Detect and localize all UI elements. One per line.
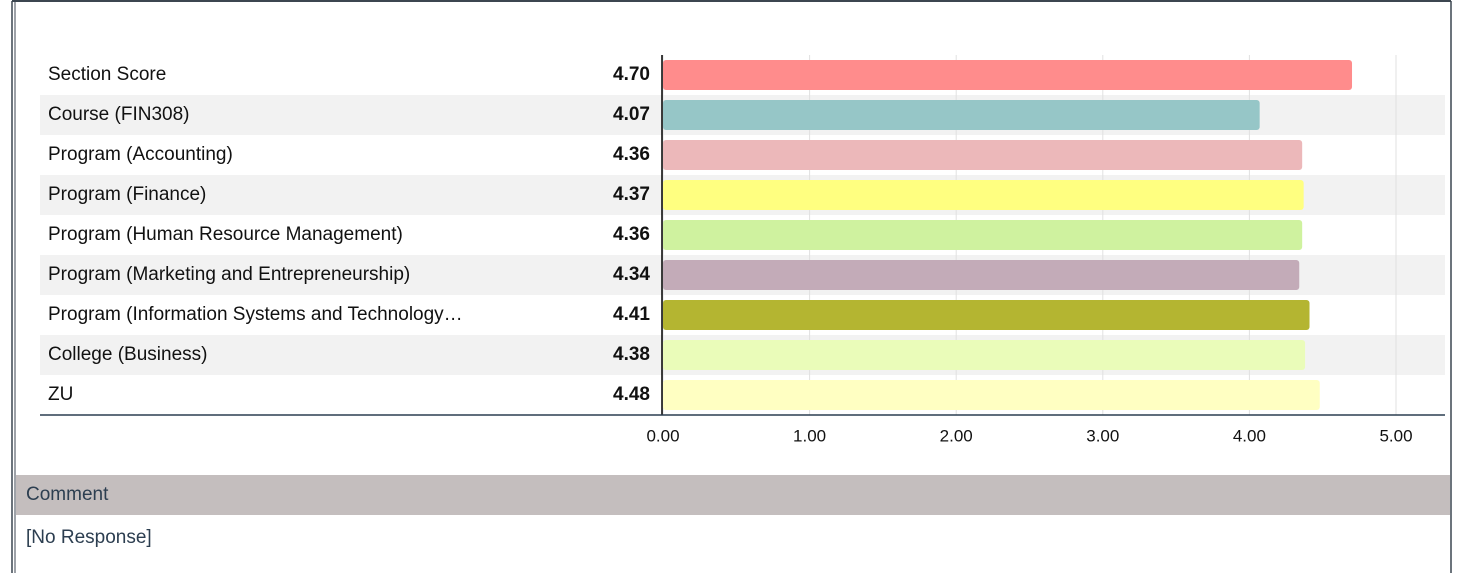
category-label: Program (Finance) xyxy=(48,184,206,205)
comment-title: Comment xyxy=(26,484,109,505)
comment-header xyxy=(16,475,1450,515)
x-tick-label: 1.00 xyxy=(793,426,826,445)
category-label: ZU xyxy=(48,384,73,405)
bar xyxy=(663,180,1304,210)
comment-text: [No Response] xyxy=(26,527,152,548)
bar xyxy=(663,300,1310,330)
value-label: 4.07 xyxy=(613,104,650,125)
bar xyxy=(663,220,1303,250)
x-tick-label: 3.00 xyxy=(1086,426,1119,445)
category-label: Course (FIN308) xyxy=(48,104,190,125)
chart: 0.00 1.00 2.00 3.00 4.00 5.00 Section Score 4.7… xyxy=(40,55,1445,445)
x-tick-label: 4.00 xyxy=(1233,426,1266,445)
value-label: 4.36 xyxy=(613,224,650,245)
x-tick-label: 2.00 xyxy=(940,426,973,445)
value-label: 4.37 xyxy=(613,184,650,205)
value-label: 4.70 xyxy=(613,64,650,85)
bar xyxy=(663,100,1260,130)
bar xyxy=(663,380,1320,410)
bar xyxy=(663,60,1353,90)
category-label: Program (Information Systems and Technol… xyxy=(48,304,463,325)
bar xyxy=(663,260,1300,290)
category-label: College (Business) xyxy=(48,344,207,365)
category-label: Program (Marketing and Entrepreneurship) xyxy=(48,264,410,285)
x-tick-label: 5.00 xyxy=(1379,426,1412,445)
value-label: 4.41 xyxy=(613,304,650,325)
value-label: 4.38 xyxy=(613,344,650,365)
value-label: 4.36 xyxy=(613,144,650,165)
category-label: Section Score xyxy=(48,64,166,85)
category-label: Program (Human Resource Management) xyxy=(48,224,403,245)
bar xyxy=(663,140,1303,170)
bar xyxy=(663,340,1306,370)
value-label: 4.34 xyxy=(613,264,650,285)
category-label: Program (Accounting) xyxy=(48,144,233,165)
x-tick-label: 0.00 xyxy=(646,426,679,445)
value-label: 4.48 xyxy=(613,384,650,405)
